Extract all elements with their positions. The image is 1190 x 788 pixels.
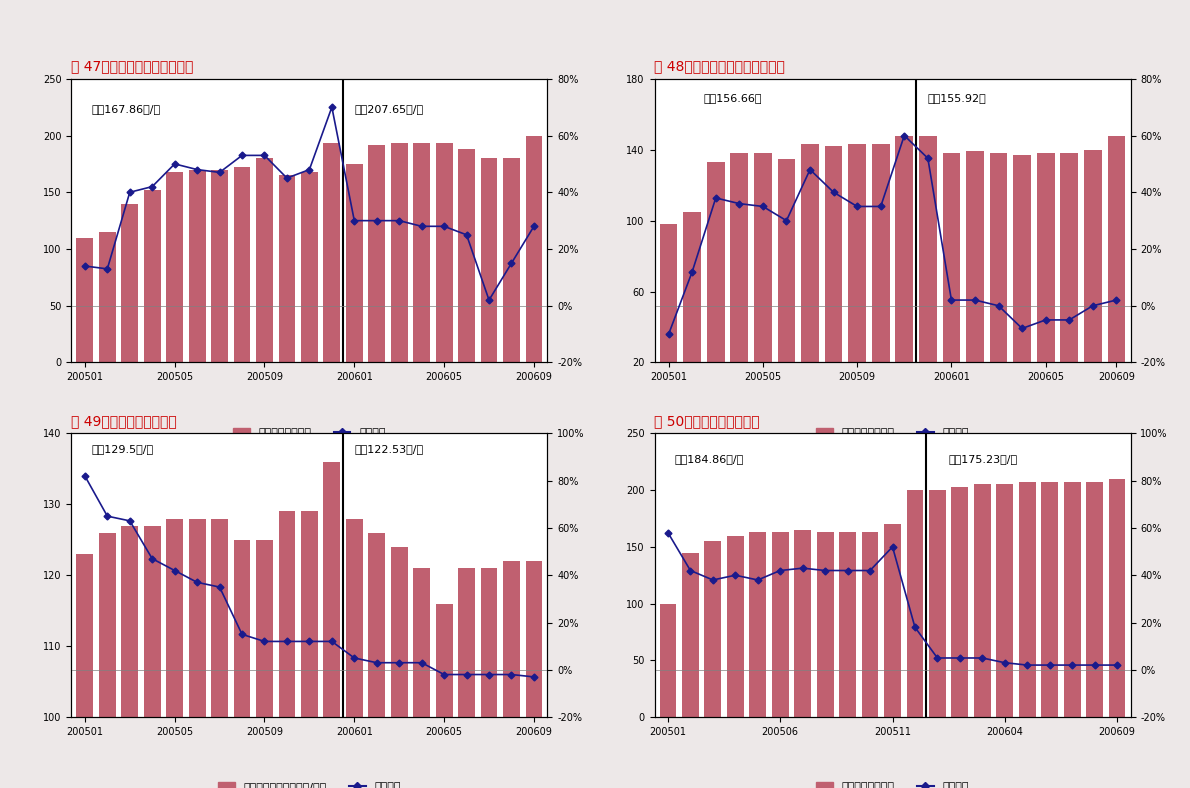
Text: 图 47：阳煤集团煤炭销售成本: 图 47：阳煤集团煤炭销售成本: [71, 59, 194, 73]
Bar: [526, 136, 543, 362]
Bar: [436, 143, 452, 362]
Bar: [848, 144, 866, 398]
Bar: [121, 526, 138, 788]
Text: 平均175.23元/吨: 平均175.23元/吨: [948, 454, 1017, 464]
Bar: [526, 561, 543, 788]
Bar: [481, 568, 497, 788]
Bar: [1086, 482, 1103, 717]
Bar: [301, 511, 318, 788]
Bar: [458, 568, 475, 788]
Bar: [1084, 150, 1102, 398]
Bar: [973, 485, 991, 717]
Bar: [862, 532, 878, 717]
Bar: [278, 511, 295, 788]
Bar: [233, 167, 250, 362]
Legend: 累计原煤制造成本（元/吨）, 同比增长: 累计原煤制造成本（元/吨）, 同比增长: [213, 778, 406, 788]
Bar: [966, 151, 984, 398]
Bar: [1041, 482, 1058, 717]
Text: 平均129.5元/吨: 平均129.5元/吨: [92, 444, 154, 454]
Bar: [324, 462, 340, 788]
Bar: [659, 604, 676, 717]
Bar: [211, 169, 228, 362]
Bar: [481, 158, 497, 362]
Bar: [167, 172, 183, 362]
Bar: [801, 144, 819, 398]
Text: 平均207.65元/吨: 平均207.65元/吨: [355, 104, 424, 113]
Bar: [683, 212, 701, 398]
Text: 平均167.86元/吨: 平均167.86元/吨: [92, 104, 161, 113]
Legend: 累计原煤制造成本, 同比增长: 累计原煤制造成本, 同比增长: [228, 423, 390, 442]
Bar: [390, 547, 408, 788]
Bar: [942, 153, 960, 398]
Bar: [390, 143, 408, 362]
Bar: [99, 232, 115, 362]
Bar: [659, 224, 677, 398]
Bar: [777, 158, 795, 398]
Bar: [895, 136, 913, 398]
Bar: [1019, 482, 1035, 717]
Bar: [772, 532, 789, 717]
Bar: [990, 153, 1008, 398]
Bar: [189, 519, 206, 788]
Bar: [754, 153, 772, 398]
Text: 图 49：同煤集团销售成本: 图 49：同煤集团销售成本: [71, 414, 177, 428]
Bar: [346, 164, 363, 362]
Bar: [825, 147, 843, 398]
Bar: [167, 519, 183, 788]
Bar: [1013, 155, 1031, 398]
Bar: [707, 162, 725, 398]
Bar: [884, 524, 901, 717]
Bar: [413, 568, 430, 788]
Bar: [369, 145, 386, 362]
Bar: [839, 532, 856, 717]
Text: 图 48：西山矿务局煤炭销售成本: 图 48：西山矿务局煤炭销售成本: [654, 59, 785, 73]
Bar: [1060, 153, 1078, 398]
Bar: [99, 533, 115, 788]
Legend: 累计原煤制造成本, 同比增长: 累计原煤制造成本, 同比增长: [812, 423, 973, 442]
Bar: [144, 190, 161, 362]
Bar: [907, 490, 923, 717]
Bar: [121, 203, 138, 362]
Bar: [324, 143, 340, 362]
Bar: [503, 561, 520, 788]
Legend: 累计原煤制造成本, 同比增长: 累计原煤制造成本, 同比增长: [812, 778, 973, 788]
Bar: [458, 149, 475, 362]
Bar: [794, 530, 812, 717]
Bar: [1108, 136, 1126, 398]
Bar: [413, 143, 430, 362]
Bar: [76, 238, 93, 362]
Text: 平均184.86元/吨: 平均184.86元/吨: [675, 454, 744, 464]
Bar: [816, 532, 833, 717]
Text: 平均155.92元: 平均155.92元: [928, 93, 987, 103]
Bar: [189, 169, 206, 362]
Bar: [1109, 479, 1126, 717]
Bar: [704, 541, 721, 717]
Bar: [952, 487, 969, 717]
Bar: [929, 490, 946, 717]
Bar: [1036, 153, 1054, 398]
Bar: [256, 540, 273, 788]
Bar: [682, 552, 699, 717]
Bar: [503, 158, 520, 362]
Bar: [76, 554, 93, 788]
Bar: [278, 175, 295, 362]
Bar: [144, 526, 161, 788]
Bar: [346, 519, 363, 788]
Bar: [731, 153, 749, 398]
Bar: [233, 540, 250, 788]
Bar: [211, 519, 228, 788]
Bar: [369, 533, 386, 788]
Bar: [1064, 482, 1081, 717]
Bar: [872, 144, 890, 398]
Bar: [727, 536, 744, 717]
Bar: [256, 158, 273, 362]
Text: 平均122.53元/吨: 平均122.53元/吨: [355, 444, 424, 454]
Bar: [919, 136, 937, 398]
Bar: [996, 485, 1013, 717]
Text: 平均156.66元: 平均156.66元: [704, 93, 763, 103]
Bar: [301, 172, 318, 362]
Bar: [436, 604, 452, 788]
Bar: [750, 532, 766, 717]
Text: 图 50：晋城煤业销售成本: 图 50：晋城煤业销售成本: [654, 414, 760, 428]
